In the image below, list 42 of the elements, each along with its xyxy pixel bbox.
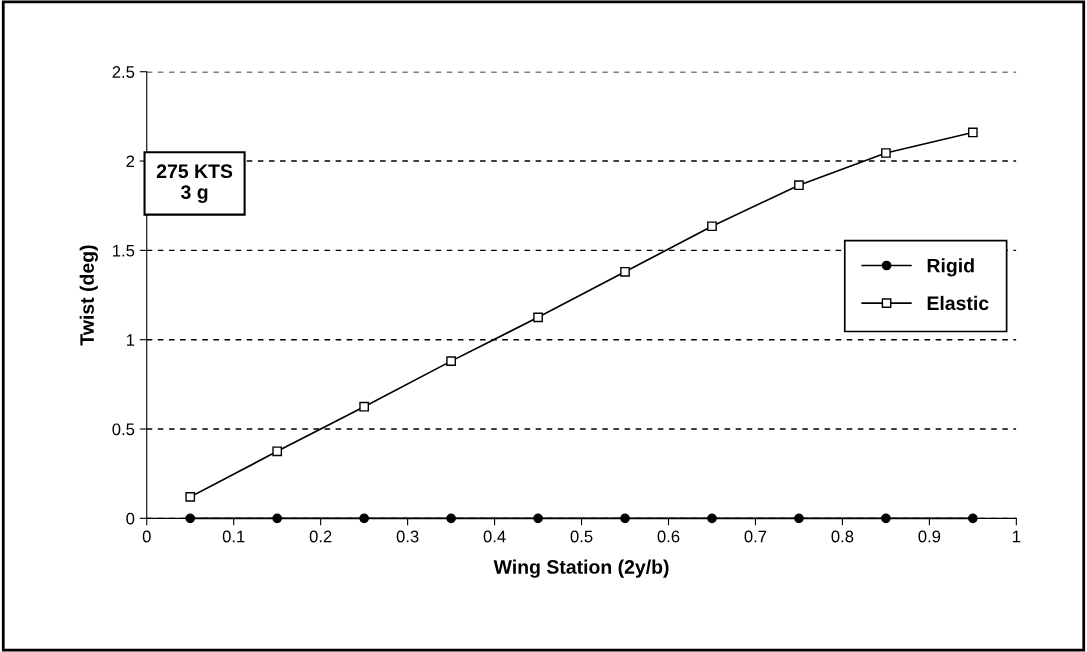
point <box>359 513 370 524</box>
point <box>881 513 891 524</box>
point <box>446 513 456 524</box>
x-tick-label: 0.2 <box>309 530 332 543</box>
point <box>533 312 543 323</box>
x-tick-label: 0.1 <box>222 530 245 543</box>
y-tick-label: 1 <box>126 334 135 346</box>
legend-label: Elastic <box>927 295 989 311</box>
point <box>707 513 717 524</box>
point <box>794 180 804 191</box>
y-tick-label: 0.5 <box>112 423 135 436</box>
point <box>533 513 543 524</box>
x-axis-title: Wing Station (2y/b) <box>493 559 669 578</box>
point <box>968 127 978 138</box>
y-tick-label: 2.5 <box>112 66 135 78</box>
y-tick-label: 1.5 <box>113 244 135 257</box>
point <box>620 266 630 277</box>
point <box>794 513 804 524</box>
point <box>620 513 630 524</box>
x-tick-label: 0.5 <box>570 530 593 543</box>
annotation: 275 KTS 3 g <box>156 164 233 203</box>
point <box>968 513 978 524</box>
x-tick-label: 0.4 <box>483 530 506 543</box>
legend-label: Rigid <box>927 258 974 277</box>
x-tick-label: 0.9 <box>918 530 941 543</box>
point <box>272 513 283 524</box>
point <box>185 492 196 502</box>
y-tick-label: 2 <box>126 155 135 168</box>
x-tick-label: 0.7 <box>744 530 767 543</box>
point <box>446 356 456 366</box>
y-axis-title: Twist (deg) <box>79 245 98 346</box>
point <box>881 148 891 158</box>
y-tick-label: 0 <box>126 512 135 525</box>
x-tick-label: 0.3 <box>396 530 419 543</box>
x-tick-label: 0.6 <box>657 530 680 543</box>
point <box>272 446 283 457</box>
x-tick-label: 0 <box>142 530 151 543</box>
point <box>185 513 196 524</box>
x-tick-label: 1 <box>1012 530 1021 543</box>
x-tick-label: 0.8 <box>831 530 854 543</box>
point <box>707 221 717 232</box>
point <box>359 401 370 412</box>
